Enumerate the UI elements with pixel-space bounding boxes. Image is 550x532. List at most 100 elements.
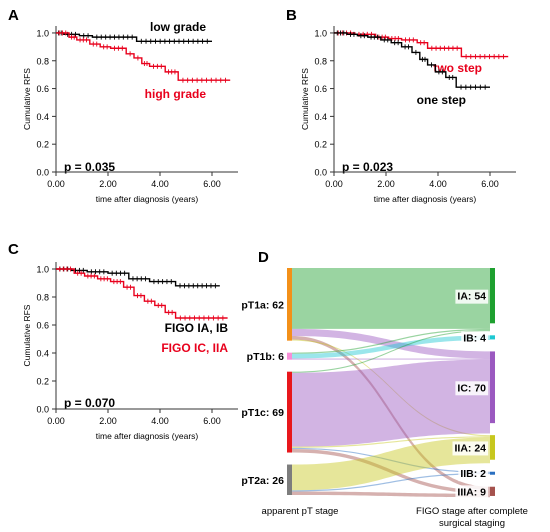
- panel-c-x-tick-label: 0.00: [47, 416, 65, 426]
- sankey-node-right: [490, 335, 495, 340]
- panel-a-x-tick-label: 4.00: [151, 179, 169, 189]
- panel-a-y-tick-label: 0.2: [36, 140, 49, 150]
- panel-a-x-axis-label: time after diagnosis (years): [96, 194, 199, 204]
- panel-d: D pT1a: 62 pT1b: 6 pT1c: 69 pT2a: 26 IA: 54 I…: [241, 249, 528, 529]
- panel-a: A p = 0.035 0.0 0.2 0.4 0.6 0.8 1.0 0.00 2.00 4.…: [8, 7, 238, 204]
- panel-b: B p = 0.023 0.0 0.2 0.4 0.6 0.8 1.0 0.00 2.00 4.…: [286, 7, 516, 204]
- sankey-node-right-label: IC: 70: [457, 382, 486, 394]
- panel-c-letter: C: [8, 241, 19, 258]
- sankey-link: [292, 491, 490, 498]
- panel-b-legend-one-step: one step: [417, 93, 466, 107]
- sankey-label-background: [455, 289, 489, 304]
- panel-a-y-tick-label: 1.0: [36, 28, 49, 38]
- panel-a-y-axis-label: Cumulative RFS: [22, 68, 32, 130]
- panel-b-letter: B: [286, 7, 297, 24]
- sankey-link: [292, 359, 490, 447]
- panel-a-x-tick-label: 6.00: [203, 179, 221, 189]
- panel-c-legend-figo-ia-ib: FIGO IA, IB: [165, 321, 229, 335]
- sankey-left-title: apparent pT stage: [262, 506, 339, 517]
- panel-a-y-tick-label: 0.8: [36, 56, 49, 66]
- panel-b-x-tick-label: 4.00: [429, 179, 447, 189]
- sankey-node-right-label: IA: 54: [457, 291, 486, 303]
- panel-c-y-tick-label: 0.0: [36, 405, 49, 415]
- sankey-link: [292, 339, 490, 437]
- panel-b-x-axis-label: time after diagnosis (years): [374, 194, 477, 204]
- panel-c-y-tick-label: 0.6: [36, 321, 49, 331]
- sankey-link: [292, 437, 490, 491]
- sankey-right-title-line: surgical staging: [439, 518, 505, 529]
- panel-c: C p = 0.070 0.0 0.2 0.4 0.6 0.8 1.0 0.00 2.00 4.…: [8, 241, 238, 441]
- sankey-node-right: [490, 435, 495, 460]
- panel-c-y-tick-label: 1.0: [36, 265, 49, 275]
- panel-a-series-high-grade: [56, 32, 231, 81]
- sankey-node-left-label: pT2a: 26: [241, 475, 284, 487]
- panel-b-x-tick-label: 2.00: [377, 179, 395, 189]
- panel-c-x-tick-label: 6.00: [203, 416, 221, 426]
- sankey-label-background: [455, 381, 489, 396]
- panel-c-y-tick-label: 0.4: [36, 349, 49, 359]
- panel-c-y-tick-label: 0.8: [36, 293, 49, 303]
- sankey-link: [292, 328, 490, 359]
- sankey-node-right-label: IIIA: 9: [457, 486, 486, 498]
- sankey-label-background: [455, 485, 489, 500]
- sankey-node-left: [287, 371, 292, 453]
- sankey-node-right: [490, 351, 495, 424]
- panel-b-x-tick-label: 0.00: [325, 179, 343, 189]
- panel-b-legend-two-step: two step: [433, 61, 482, 75]
- panel-b-y-tick-label: 0.4: [314, 112, 327, 122]
- sankey-label-background: [452, 441, 489, 456]
- sankey-node-right-label: IIA: 24: [454, 442, 486, 454]
- panel-c-x-tick-label: 4.00: [151, 416, 169, 426]
- panel-c-x-axis-label: time after diagnosis (years): [96, 431, 199, 441]
- panel-c-series-figo-ic-iia: [56, 268, 228, 319]
- panel-c-x-tick-label: 2.00: [99, 416, 117, 426]
- panel-a-x-tick-label: 2.00: [99, 179, 117, 189]
- panel-a-x-tick-label: 0.00: [47, 179, 65, 189]
- panel-c-p-value: p = 0.070: [64, 396, 115, 410]
- panel-c-y-tick-label: 0.2: [36, 377, 49, 387]
- panel-b-p-value: p = 0.023: [342, 160, 393, 174]
- panel-a-legend-high-grade: high grade: [145, 87, 207, 101]
- sankey-node-right: [490, 486, 495, 496]
- panel-b-y-axis-label: Cumulative RFS: [300, 68, 310, 130]
- panel-a-p-value: p = 0.035: [64, 160, 115, 174]
- sankey-links: [292, 268, 490, 498]
- panel-c-series-figo-ia-ib: [56, 268, 220, 287]
- sankey-node-right-label: IIB: 2: [460, 468, 486, 480]
- sankey-link: [292, 335, 490, 491]
- sankey-right-title-line: FIGO stage after complete: [416, 506, 528, 517]
- panel-a-letter: A: [8, 7, 19, 24]
- sankey-node-left: [287, 352, 292, 360]
- panel-b-series-one-step: [334, 32, 490, 88]
- sankey-node-left-label: pT1b: 6: [247, 351, 284, 363]
- sankey-link: [292, 436, 490, 448]
- sankey-label-background: [461, 331, 489, 346]
- sankey-link: [292, 472, 490, 492]
- panel-a-y-tick-label: 0.4: [36, 112, 49, 122]
- sankey-link: [292, 358, 490, 360]
- sankey-link: [292, 330, 490, 373]
- panel-b-y-tick-label: 0.0: [314, 168, 327, 178]
- panel-b-x-tick-label: 6.00: [481, 179, 499, 189]
- sankey-node-right: [490, 471, 495, 475]
- sankey-node-right-label: IB: 4: [463, 332, 486, 344]
- sankey-link: [292, 268, 490, 329]
- panel-a-y-tick-label: 0.6: [36, 84, 49, 94]
- panel-c-y-axis-label: Cumulative RFS: [22, 304, 32, 366]
- sankey-node-left: [287, 268, 292, 341]
- sankey-link: [292, 449, 490, 494]
- sankey-label-background: [458, 467, 489, 482]
- panel-b-y-tick-label: 0.8: [314, 56, 327, 66]
- panel-b-y-tick-label: 0.2: [314, 140, 327, 150]
- panel-b-y-tick-label: 1.0: [314, 28, 327, 38]
- sankey-link: [292, 328, 490, 354]
- sankey-node-left-label: pT1a: 62: [241, 299, 284, 311]
- panel-b-y-tick-label: 0.6: [314, 84, 327, 94]
- sankey-node-left-label: pT1c: 69: [241, 407, 284, 419]
- sankey-link: [292, 447, 490, 473]
- panel-a-legend-low-grade: low grade: [150, 20, 206, 34]
- panel-c-legend-figo-ic-iia: FIGO IC, IIA: [161, 341, 228, 355]
- panel-a-y-tick-label: 0.0: [36, 168, 49, 178]
- sankey-node-left: [287, 464, 292, 495]
